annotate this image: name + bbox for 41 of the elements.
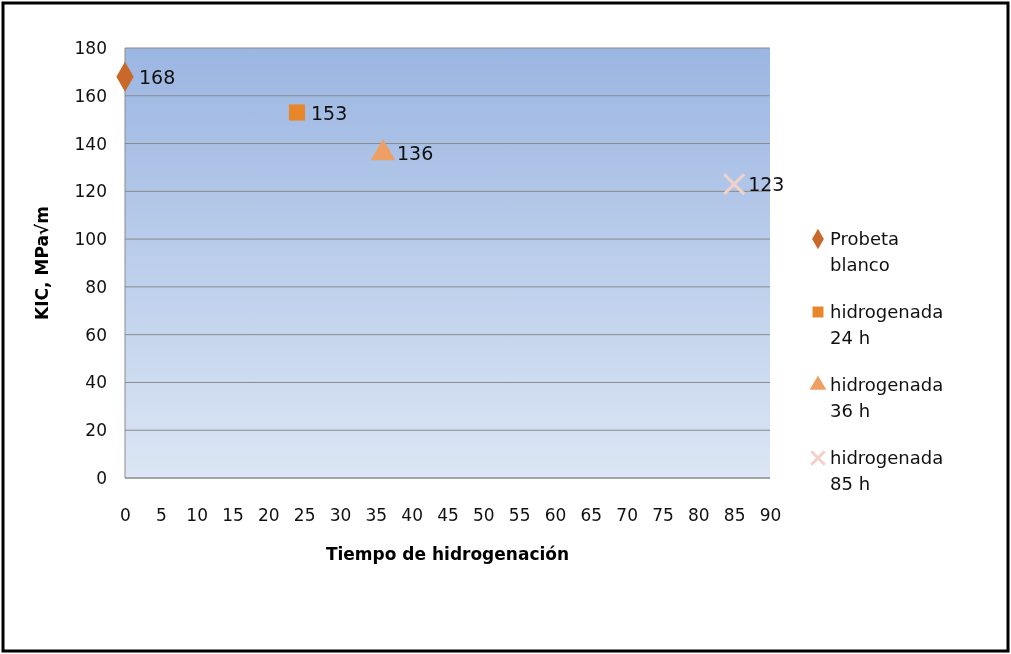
legend-label: hidrogenada 85 h xyxy=(830,447,944,494)
y-tick-label: 80 xyxy=(85,276,107,297)
y-tick-label: 20 xyxy=(85,420,107,441)
x-tick-label: 70 xyxy=(616,505,638,526)
data-label: 123 xyxy=(748,173,785,196)
legend-label: Probeta blanco xyxy=(830,228,900,275)
data-label: 153 xyxy=(311,101,348,124)
x-axis-title: Tiempo de hidrogenación xyxy=(325,544,570,564)
x-tick-label: 85 xyxy=(723,505,746,526)
point xyxy=(722,172,746,196)
data-label: 136 xyxy=(397,142,434,165)
x-tick-label: 60 xyxy=(544,505,567,526)
y-tick-label: 120 xyxy=(74,181,107,202)
data-label: 168 xyxy=(139,65,176,88)
x-tick-label: 5 xyxy=(155,505,167,526)
x-tick-label: 75 xyxy=(652,505,674,526)
x-tick-label: 90 xyxy=(759,505,782,526)
x-tick-label: 40 xyxy=(401,505,423,526)
y-tick-label: 140 xyxy=(74,133,107,154)
point xyxy=(288,104,306,121)
x-tick-label: 20 xyxy=(258,505,280,526)
x-tick-label: 50 xyxy=(473,505,495,526)
x-tick-label: 65 xyxy=(580,505,603,526)
y-tick-label: 60 xyxy=(85,324,107,345)
x-tick-label: 80 xyxy=(688,505,710,526)
y-tick-label: 100 xyxy=(74,229,107,250)
x-tick-label: 10 xyxy=(186,505,208,526)
legend-label: hidrogenada 36 h xyxy=(830,374,944,421)
x-tick-label: 35 xyxy=(365,505,388,526)
y-tick-label: 40 xyxy=(85,372,107,393)
x-tick-label: 25 xyxy=(293,505,316,526)
x-tick-label: 15 xyxy=(222,505,244,526)
y-axis-title: KIC, MPa√m xyxy=(32,206,52,320)
x-tick-label: 55 xyxy=(508,505,531,526)
y-tick-label: 160 xyxy=(74,85,107,106)
x-tick-label: 45 xyxy=(437,505,459,526)
y-tick-label: 0 xyxy=(96,467,107,488)
legend-label: hidrogenada 24 h xyxy=(830,301,944,348)
y-tick-label: 180 xyxy=(74,37,107,58)
x-tick-label: 30 xyxy=(329,505,352,526)
x-tick-label: 0 xyxy=(120,505,131,526)
